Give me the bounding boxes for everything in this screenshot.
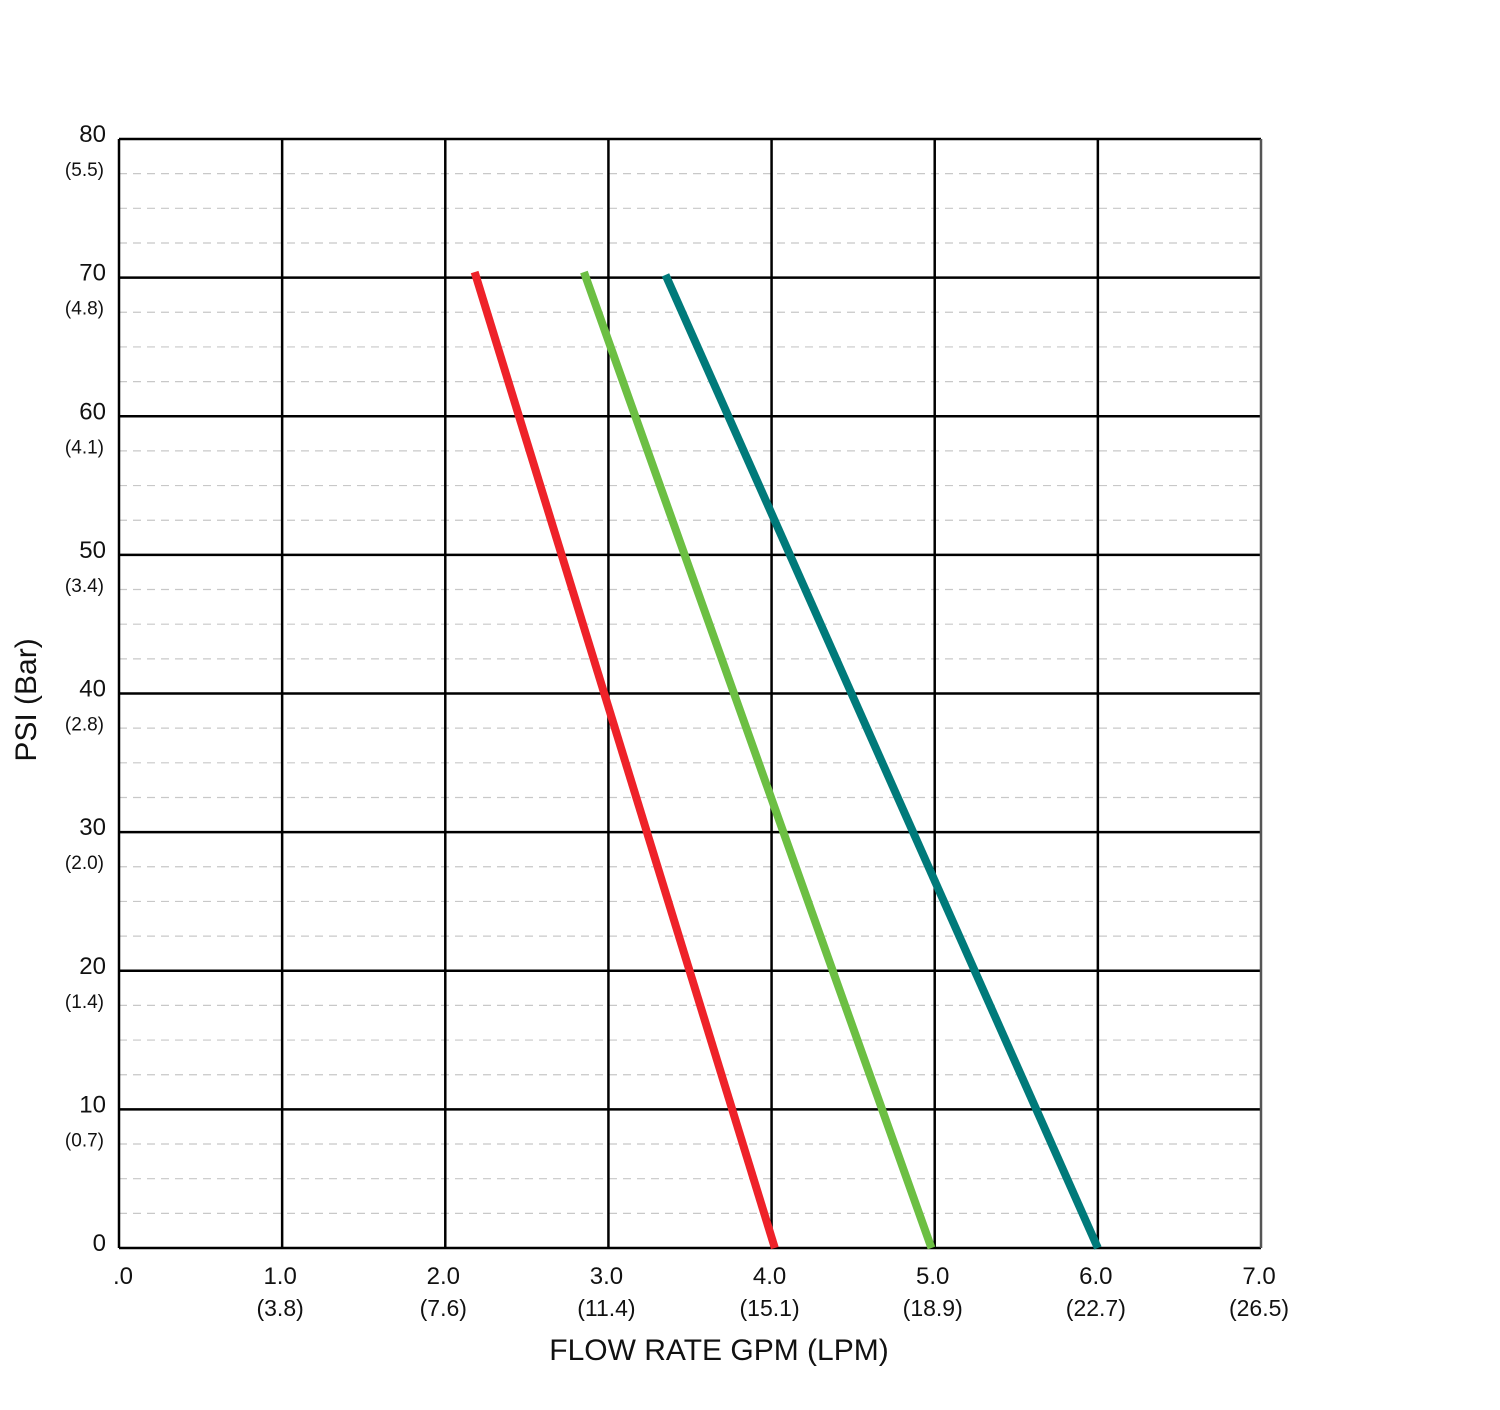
series-line-3 — [661, 273, 1102, 1250]
y-tick-sublabel: (1.4) — [65, 992, 104, 1013]
y-axis-label: PSI (Bar) — [10, 638, 43, 761]
grid — [117, 137, 1263, 1250]
series-lines — [470, 270, 1102, 1250]
x-tick-label: 4.0 — [753, 1263, 786, 1290]
y-tick-label: 30 — [79, 814, 106, 841]
x-axis-label: FLOW RATE GPM (LPM) — [549, 1334, 888, 1367]
y-tick-label: 70 — [79, 260, 106, 287]
y-tick-sublabel: (4.1) — [65, 437, 104, 458]
x-tick-sublabel: (3.8) — [256, 1295, 303, 1321]
series-line-1 — [470, 270, 779, 1250]
y-tick-sublabel: (2.8) — [65, 715, 104, 736]
y-tick-label: 60 — [79, 398, 106, 425]
y-tick-label: 50 — [79, 537, 106, 564]
x-tick-sublabel: (11.4) — [577, 1295, 635, 1321]
y-tick-label: 10 — [79, 1091, 106, 1118]
x-tick-label: 1.0 — [263, 1263, 296, 1290]
series-line-2 — [580, 270, 936, 1250]
x-tick-sublabel: (18.9) — [903, 1295, 963, 1321]
x-tick-sublabel: (22.7) — [1066, 1295, 1126, 1321]
y-tick-label: 0 — [93, 1230, 106, 1257]
y-tick-label: 20 — [79, 953, 106, 980]
x-tick-label: 6.0 — [1079, 1263, 1112, 1290]
y-tick-sublabel: (0.7) — [65, 1130, 104, 1151]
x-tick-label: 5.0 — [916, 1263, 949, 1290]
x-tick-label: 3.0 — [590, 1263, 623, 1290]
x-tick-label: 7.0 — [1242, 1263, 1275, 1290]
y-tick-label: 80 — [79, 121, 106, 148]
x-tick-label: .0 — [113, 1263, 133, 1290]
tick-labels: 80 (5.5) 70 (4.8) 60 (4.1) 50 (3.4) 40 (2.8) 30 (2.… — [65, 121, 1289, 1321]
y-tick-sublabel: (3.4) — [65, 576, 104, 597]
x-tick-sublabel: (26.5) — [1229, 1295, 1289, 1321]
y-tick-sublabel: (2.0) — [65, 853, 104, 874]
x-tick-label: 2.0 — [427, 1263, 460, 1290]
y-tick-label: 40 — [79, 676, 106, 703]
y-tick-sublabel: (5.5) — [65, 160, 104, 181]
x-tick-sublabel: (7.6) — [420, 1295, 467, 1321]
y-tick-sublabel: (4.8) — [65, 299, 104, 320]
x-tick-sublabel: (15.1) — [740, 1295, 800, 1321]
